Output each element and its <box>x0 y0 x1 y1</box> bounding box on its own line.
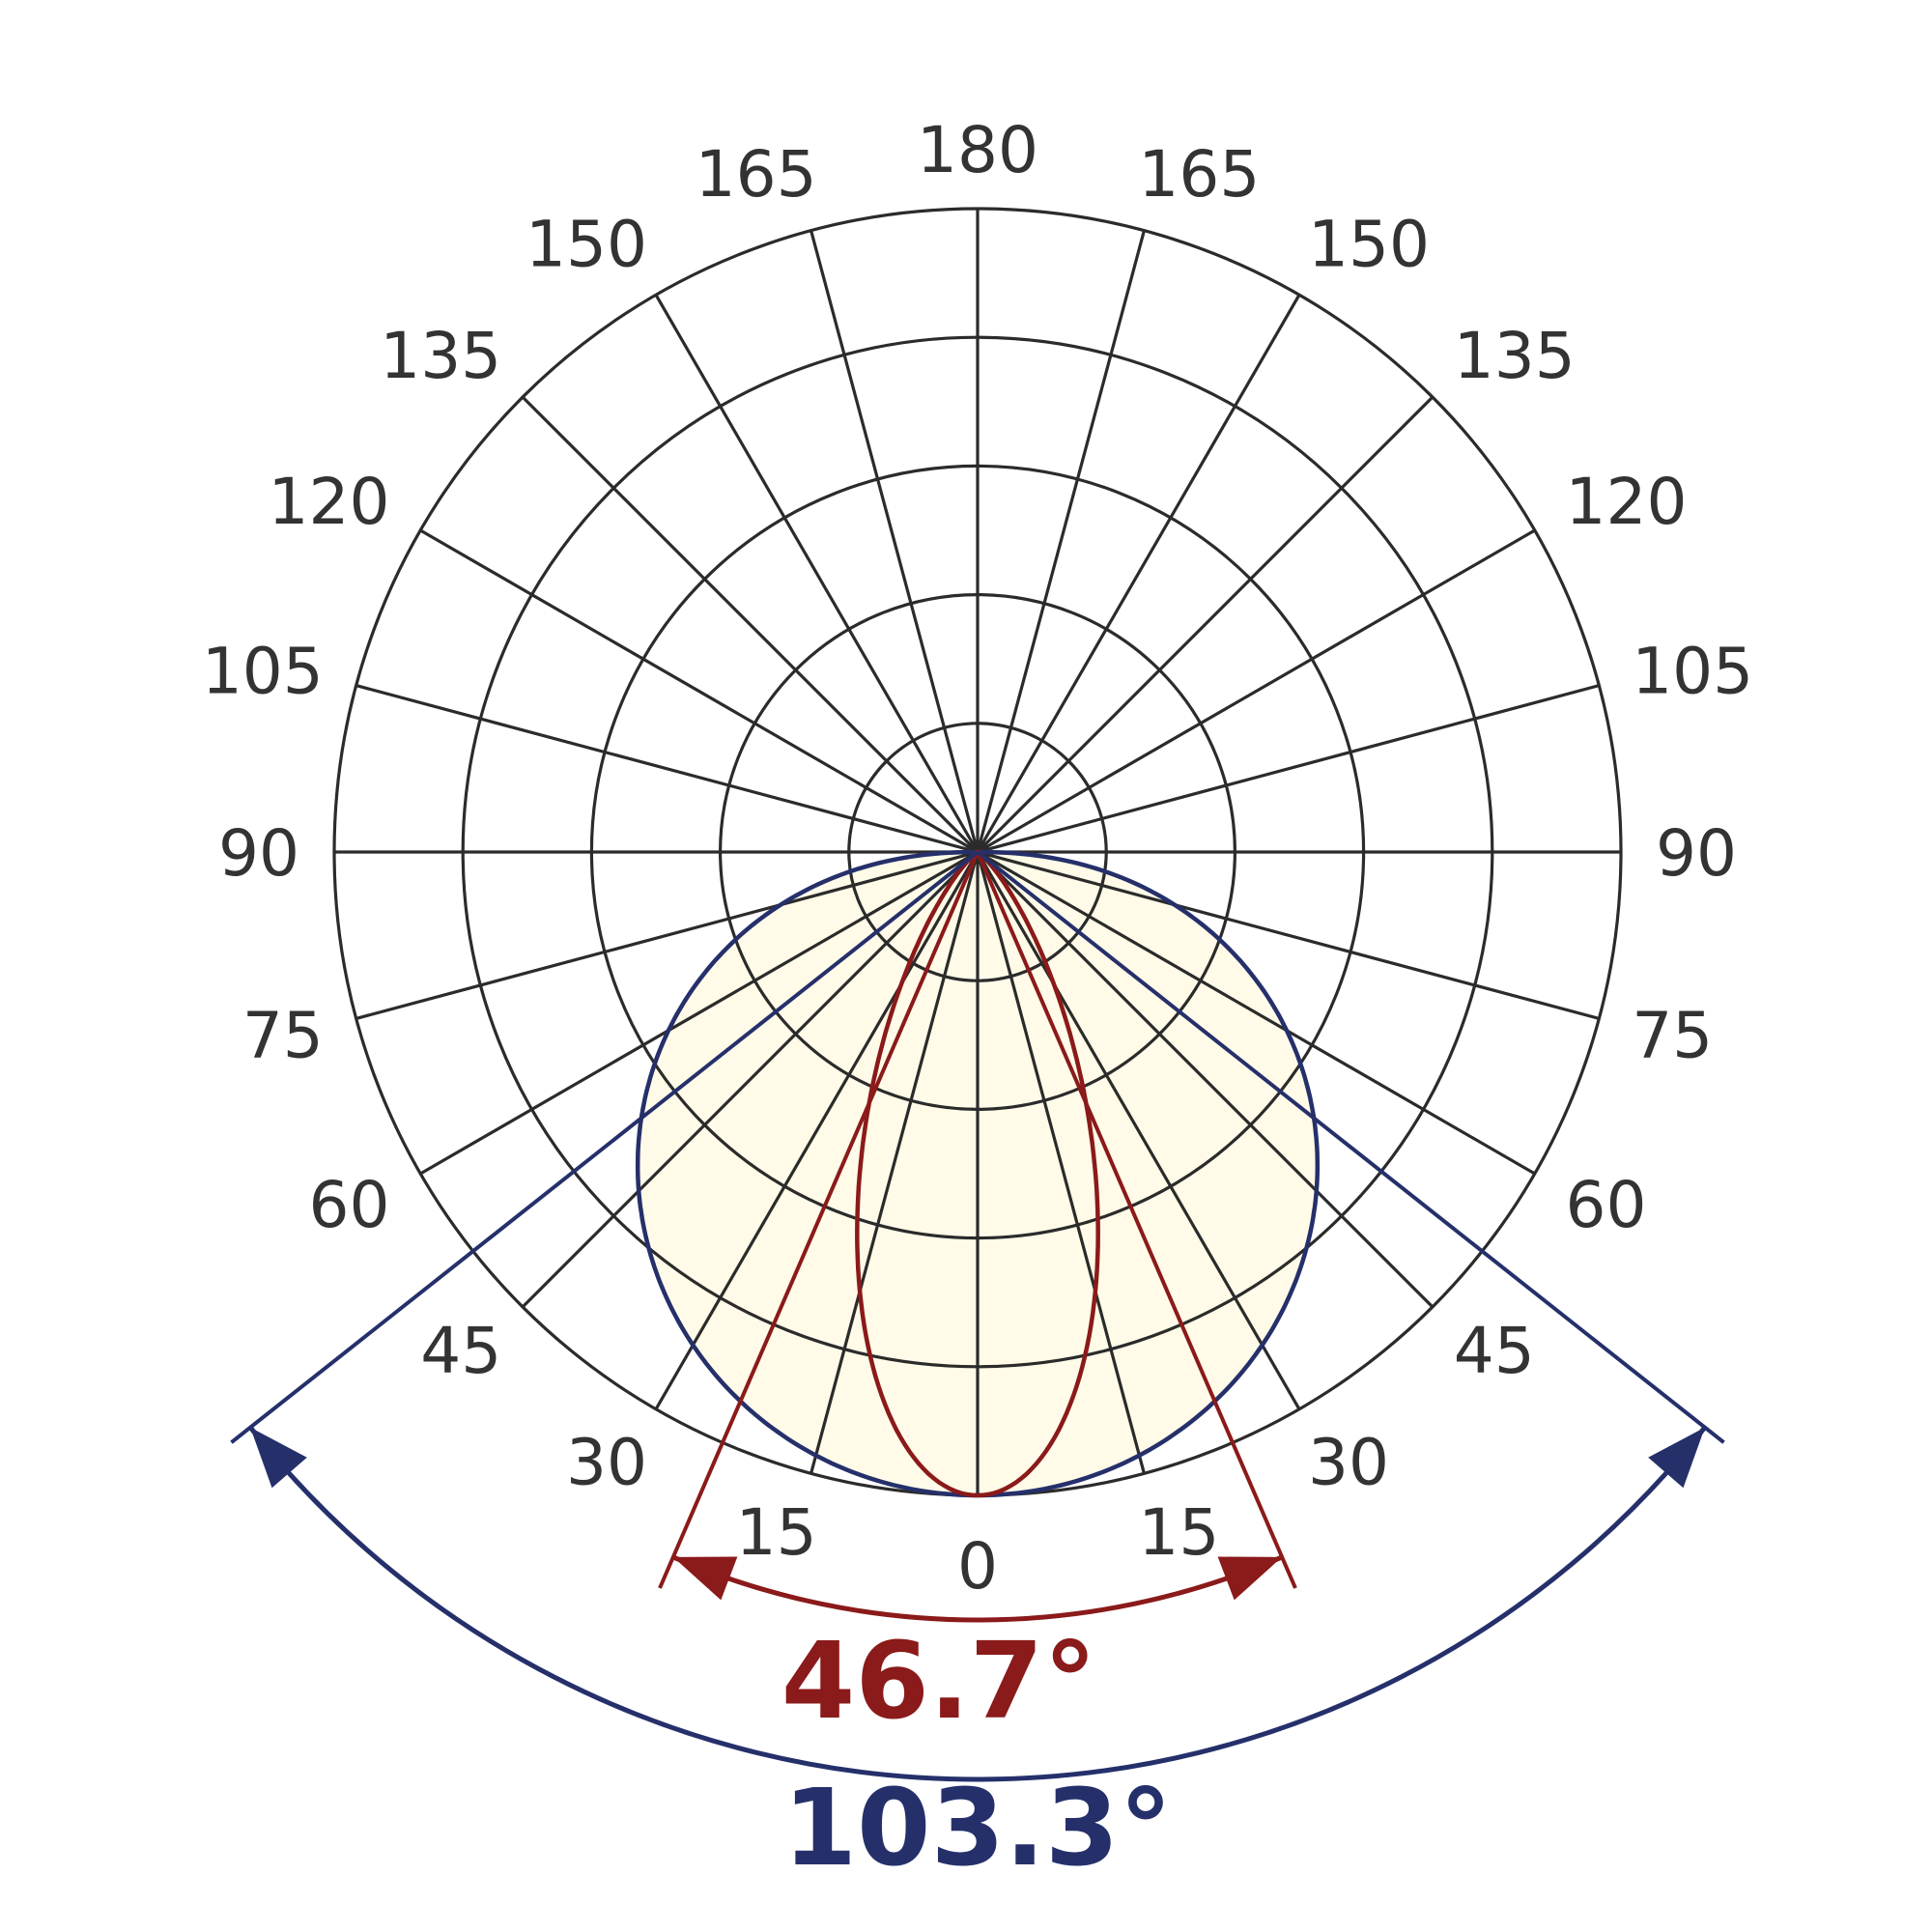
grid-spoke-120 <box>977 528 1536 854</box>
tick-label-180: 180 <box>917 113 1038 187</box>
grid-spoke-285 <box>355 850 979 1020</box>
narrow-beam-angle-label: 46.7° <box>781 1619 1096 1743</box>
tick-label-165-right: 165 <box>1138 137 1260 212</box>
narrow-beam-curve <box>855 849 1100 1498</box>
tick-label-15-right: 15 <box>1138 1495 1219 1570</box>
beam-angle-markers <box>230 850 1725 1782</box>
distribution-curves <box>635 849 1321 1498</box>
wide-beam-edge-left <box>230 850 980 1444</box>
tick-label-60-right: 60 <box>1566 1168 1647 1242</box>
grid-spoke-255 <box>355 684 979 854</box>
grid-spoke-225 <box>521 395 980 854</box>
grid-spoke-345 <box>810 851 980 1474</box>
narrow-arrowhead-right <box>1217 1556 1283 1601</box>
tick-label-90-left: 90 <box>218 816 299 891</box>
tick-label-45-left: 45 <box>420 1314 501 1388</box>
grid-spoke-45 <box>976 850 1435 1309</box>
grid-spoke-30 <box>976 851 1301 1410</box>
grid-spoke-210 <box>654 294 980 853</box>
wide-beam-arc <box>248 1426 1707 1782</box>
grid-spoke-105 <box>977 684 1600 854</box>
grid-spoke-60 <box>977 850 1536 1176</box>
tick-label-90-right: 90 <box>1656 816 1737 891</box>
tick-label-150-left: 150 <box>526 208 647 282</box>
tick-label-75-left: 75 <box>242 998 324 1072</box>
grid-spoke-315 <box>521 850 980 1309</box>
grid-spoke-195 <box>810 230 980 853</box>
tick-label-105-left: 105 <box>202 635 324 709</box>
tick-label-135-left: 135 <box>380 319 501 393</box>
tick-label-45-right: 45 <box>1454 1314 1535 1388</box>
grid-spoke-165 <box>976 230 1146 853</box>
grid-spoke-240 <box>419 528 979 854</box>
grid-spoke-15 <box>976 851 1146 1474</box>
tick-label-0: 0 <box>957 1529 998 1604</box>
tick-label-30-left: 30 <box>566 1426 647 1500</box>
tick-label-75-right: 75 <box>1632 998 1713 1072</box>
tick-label-135-right: 135 <box>1454 319 1576 393</box>
grid-spoke-75 <box>977 850 1600 1020</box>
polar-grid <box>332 207 1623 1497</box>
tick-label-150-right: 150 <box>1308 208 1430 282</box>
narrow-beam-arc <box>671 1554 1284 1623</box>
tick-label-120-left: 120 <box>269 465 390 539</box>
narrow-beam-edge-left <box>658 851 980 1589</box>
narrow-beam-edge-right <box>976 851 1297 1589</box>
grid-spoke-300 <box>419 850 979 1176</box>
tick-label-165-left: 165 <box>696 137 817 212</box>
tick-label-30-right: 30 <box>1308 1426 1389 1500</box>
angle-tick-labels: 0 15 15 30 30 45 45 60 60 75 75 90 90 105 105 120 120 135… <box>202 113 1753 1604</box>
wide-beam-angle-label: 103.3° <box>783 1766 1173 1889</box>
wide-arrowhead-right <box>1648 1427 1705 1489</box>
grid-spoke-150 <box>976 294 1301 853</box>
tick-label-60-left: 60 <box>309 1168 390 1242</box>
narrow-arrowhead-left <box>672 1556 738 1601</box>
wide-beam-edge-right <box>976 850 1725 1444</box>
wide-arrowhead-left <box>250 1427 307 1489</box>
tick-label-15-left: 15 <box>736 1495 817 1570</box>
tick-label-120-right: 120 <box>1566 465 1688 539</box>
grid-spoke-135 <box>976 395 1435 854</box>
grid-spoke-330 <box>654 851 980 1410</box>
tick-label-105-right: 105 <box>1632 635 1753 709</box>
